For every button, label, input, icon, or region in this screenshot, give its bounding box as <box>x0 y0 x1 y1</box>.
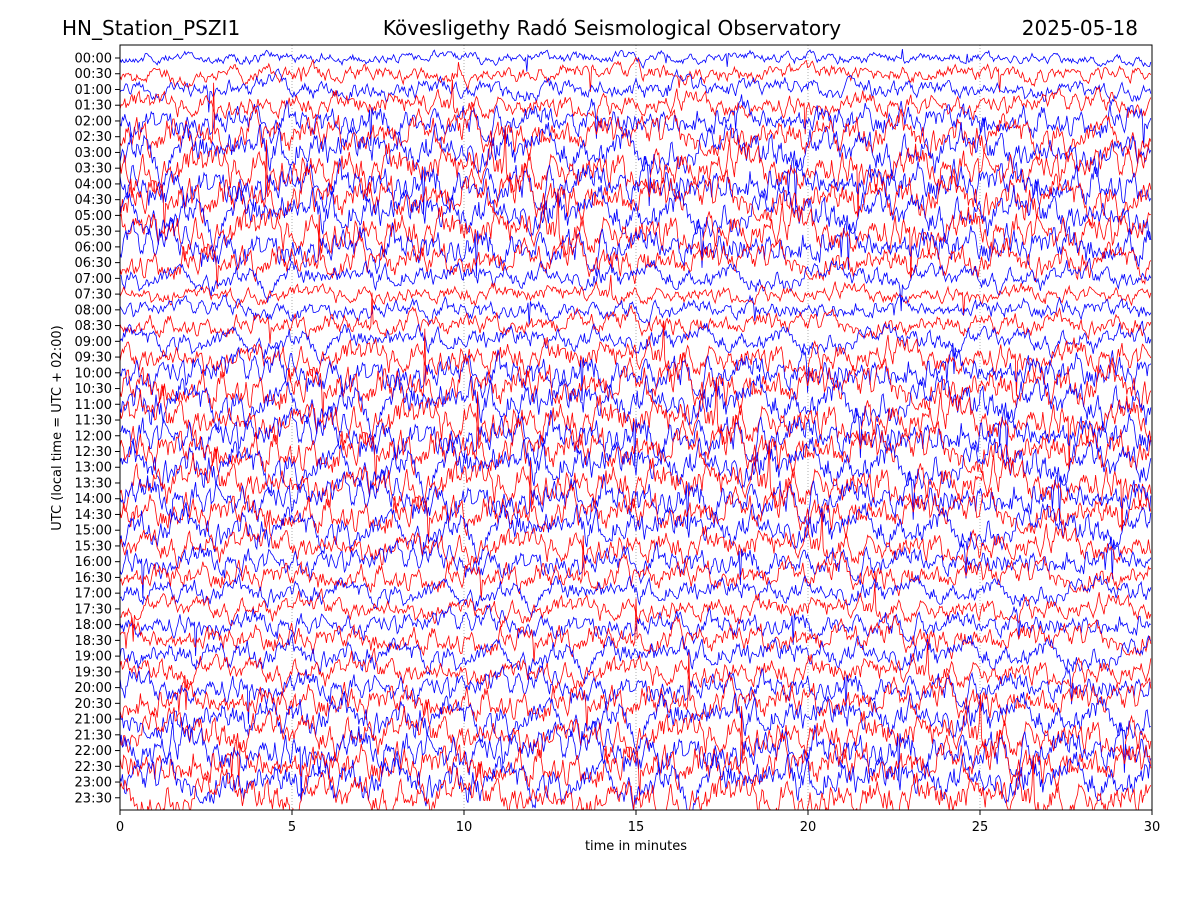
y-tick-label: 01:00 <box>75 83 112 98</box>
trace-0500 <box>120 181 1152 270</box>
trace-1600 <box>120 536 1152 599</box>
trace-1430 <box>120 460 1152 544</box>
trace-0200 <box>120 94 1152 148</box>
y-tick-label: 18:30 <box>75 634 112 649</box>
trace-1300 <box>120 437 1152 522</box>
x-axis-label: time in minutes <box>585 839 687 854</box>
x-tick-label: 10 <box>456 820 473 835</box>
y-axis-label: UTC (local time = UTC + 02:00) <box>50 325 65 530</box>
x-tick-label: 5 <box>288 820 296 835</box>
trace-0700 <box>120 257 1152 312</box>
y-tick-label: 13:00 <box>75 461 112 476</box>
trace-1230 <box>120 391 1152 485</box>
y-tick-label: 02:30 <box>75 130 112 145</box>
date-label: 2025-05-18 <box>1021 16 1138 40</box>
trace-1500 <box>120 502 1152 580</box>
trace-1530 <box>120 511 1152 571</box>
y-tick-label: 20:30 <box>75 697 112 712</box>
x-tick-label: 30 <box>1144 820 1161 835</box>
y-tick-label: 05:30 <box>75 225 112 240</box>
y-tick-label: 19:00 <box>75 650 112 665</box>
station-label: HN_Station_PSZI1 <box>62 16 241 40</box>
y-tick-label: 06:00 <box>75 240 112 255</box>
y-tick-label: 08:00 <box>75 303 112 318</box>
y-tick-label: 19:30 <box>75 665 112 680</box>
y-tick-label: 12:00 <box>75 429 112 444</box>
trace-0330 <box>120 125 1152 217</box>
trace-1900 <box>120 634 1152 684</box>
y-tick-label: 23:30 <box>75 791 112 806</box>
trace-1030 <box>120 328 1152 422</box>
trace-2330 <box>120 755 1152 810</box>
trace-1630 <box>120 535 1152 601</box>
y-tick-label: 03:30 <box>75 162 112 177</box>
trace-1100 <box>120 374 1152 459</box>
trace-2230 <box>120 706 1152 800</box>
y-tick-label: 00:30 <box>75 67 112 82</box>
x-tick-label: 15 <box>628 820 645 835</box>
trace-1930 <box>120 641 1152 711</box>
y-tick-label: 21:00 <box>75 713 112 728</box>
y-tick-label: 01:30 <box>75 99 112 114</box>
trace-0930 <box>120 322 1152 396</box>
y-tick-label: 09:30 <box>75 351 112 366</box>
y-tick-label: 10:30 <box>75 382 112 397</box>
trace-0830 <box>120 292 1152 344</box>
trace-1830 <box>120 598 1152 664</box>
y-tick-label: 11:00 <box>75 398 112 413</box>
y-tick-label: 08:30 <box>75 319 112 334</box>
y-tick-label: 00:00 <box>75 52 112 67</box>
y-tick-label: 21:30 <box>75 728 112 743</box>
y-tick-label: 15:00 <box>75 524 112 539</box>
y-tick-label: 16:30 <box>75 571 112 586</box>
trace-0800 <box>120 293 1152 326</box>
trace-0000 <box>120 49 1152 72</box>
trace-1700 <box>120 573 1152 619</box>
y-tick-label: 10:00 <box>75 366 112 381</box>
trace-0030 <box>120 56 1152 93</box>
y-tick-label: 14:00 <box>75 492 112 507</box>
y-tick-label: 06:30 <box>75 256 112 271</box>
trace-1400 <box>120 467 1152 529</box>
y-tick-label: 04:30 <box>75 193 112 208</box>
y-tick-label: 22:30 <box>75 760 112 775</box>
y-tick-label: 17:30 <box>75 602 112 617</box>
trace-2000 <box>120 664 1151 724</box>
trace-1200 <box>120 402 1152 467</box>
y-tick-label: 05:00 <box>75 209 112 224</box>
y-tick-label: 07:00 <box>75 272 112 287</box>
y-tick-label: 09:00 <box>75 335 112 350</box>
trace-0600 <box>120 215 1152 277</box>
y-tick-label: 20:00 <box>75 681 112 696</box>
trace-0300 <box>120 118 1152 207</box>
y-tick-label: 23:00 <box>75 776 112 791</box>
chart-title: Kövesligethy Radó Seismological Observat… <box>382 16 842 40</box>
y-tick-label: 15:30 <box>75 539 112 554</box>
y-tick-label: 03:00 <box>75 146 112 161</box>
y-tick-label: 12:30 <box>75 445 112 460</box>
y-tick-label: 07:30 <box>75 288 112 303</box>
trace-0530 <box>120 188 1151 280</box>
y-tick-label: 17:00 <box>75 587 112 602</box>
y-tick-label: 18:00 <box>75 618 112 633</box>
trace-0130 <box>120 79 1152 135</box>
y-tick-label: 02:00 <box>75 114 112 129</box>
trace-2130 <box>120 694 1152 787</box>
trace-0100 <box>120 68 1152 113</box>
trace-2100 <box>120 691 1152 755</box>
x-tick-label: 0 <box>116 820 124 835</box>
y-tick-label: 14:30 <box>75 508 112 523</box>
x-tick-label: 20 <box>800 820 817 835</box>
trace-0900 <box>120 320 1152 375</box>
y-tick-label: 11:30 <box>75 414 112 429</box>
trace-0630 <box>120 214 1152 289</box>
y-tick-label: 04:00 <box>75 177 112 192</box>
x-tick-label: 25 <box>972 820 989 835</box>
trace-0400 <box>120 150 1152 216</box>
y-tick-label: 16:00 <box>75 555 112 570</box>
trace-0730 <box>120 274 1152 316</box>
y-tick-label: 13:30 <box>75 476 112 491</box>
y-tick-label: 22:00 <box>75 744 112 759</box>
